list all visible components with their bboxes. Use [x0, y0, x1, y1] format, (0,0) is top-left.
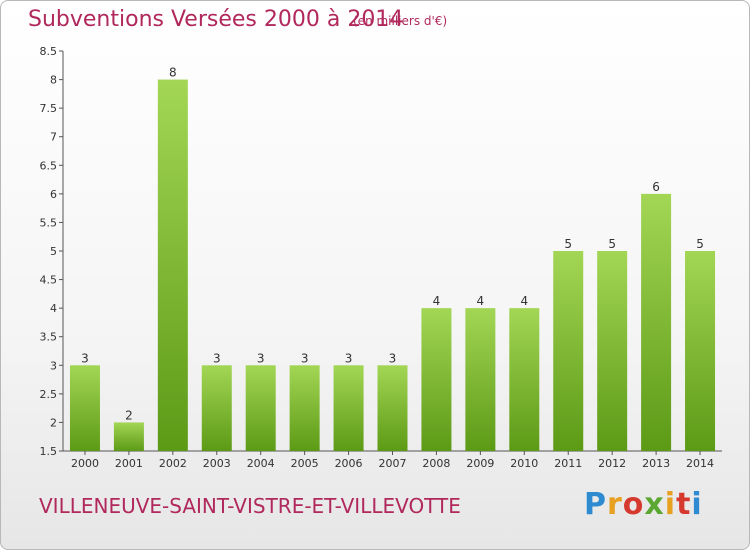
- bar-2003: [201, 365, 232, 451]
- bar-2001: [113, 422, 144, 451]
- x-tick-label: 2012: [598, 457, 626, 470]
- data-label: 4: [520, 294, 528, 308]
- data-label: 3: [257, 351, 265, 365]
- data-label: 3: [389, 351, 397, 365]
- x-tick-label: 2010: [510, 457, 538, 470]
- y-tick-label: 5.5: [40, 216, 58, 229]
- x-tick-label: 2002: [159, 457, 187, 470]
- y-tick-label: 3.5: [40, 331, 58, 344]
- y-tick-label: 3: [50, 359, 57, 372]
- y-tick-label: 8.5: [40, 45, 58, 58]
- y-tick-label: 4.5: [40, 274, 58, 287]
- data-label: 5: [564, 237, 572, 251]
- bar-2005: [289, 365, 320, 451]
- bar-2014: [685, 251, 716, 451]
- x-tick-label: 2009: [466, 457, 494, 470]
- bar-2004: [245, 365, 276, 451]
- data-label: 4: [433, 294, 441, 308]
- bar-2006: [333, 365, 364, 451]
- data-label: 3: [81, 351, 89, 365]
- bar-2009: [465, 308, 496, 451]
- chart-subtitle: (en milliers d'€): [353, 14, 448, 28]
- x-tick-label: 2004: [247, 457, 275, 470]
- y-tick-label: 8: [50, 74, 57, 87]
- bar-2011: [553, 251, 584, 451]
- y-tick-label: 2: [50, 416, 57, 429]
- y-tick-label: 2.5: [40, 388, 58, 401]
- bar-2002: [157, 79, 188, 452]
- commune-name: VILLENEUVE-SAINT-VISTRE-ET-VILLEVOTTE: [39, 494, 461, 518]
- bar-2007: [377, 365, 408, 451]
- y-tick-label: 7: [50, 131, 57, 144]
- x-tick-label: 2011: [554, 457, 582, 470]
- bar-2000: [69, 365, 100, 451]
- bar-2010: [509, 308, 540, 451]
- x-tick-label: 2005: [291, 457, 319, 470]
- y-tick-label: 6.5: [40, 159, 58, 172]
- bar-2008: [421, 308, 452, 451]
- bar-2013: [641, 193, 672, 451]
- data-label: 2: [125, 408, 133, 422]
- x-tick-label: 2008: [422, 457, 450, 470]
- bar-2012: [597, 251, 628, 451]
- y-tick-label: 5: [50, 245, 57, 258]
- chart-title: Subventions Versées 2000 à 2014: [28, 7, 404, 32]
- x-tick-label: 2013: [642, 457, 670, 470]
- x-tick-label: 2000: [71, 457, 99, 470]
- data-label: 5: [696, 237, 704, 251]
- x-tick-label: 2006: [335, 457, 363, 470]
- data-label: 3: [213, 351, 221, 365]
- data-label: 4: [477, 294, 485, 308]
- x-tick-label: 2003: [203, 457, 231, 470]
- data-label: 6: [652, 180, 660, 194]
- data-label: 5: [608, 237, 616, 251]
- y-tick-label: 7.5: [40, 102, 58, 115]
- x-tick-label: 2001: [115, 457, 143, 470]
- y-tick-label: 1.5: [40, 445, 58, 458]
- data-label: 3: [345, 351, 353, 365]
- data-label: 8: [169, 66, 177, 80]
- proxiti-logo[interactable]: Proxiti: [584, 487, 703, 522]
- y-tick-label: 6: [50, 188, 57, 201]
- data-label: 3: [301, 351, 309, 365]
- x-tick-label: 2007: [379, 457, 407, 470]
- y-tick-label: 4: [50, 302, 57, 315]
- x-tick-label: 2014: [686, 457, 714, 470]
